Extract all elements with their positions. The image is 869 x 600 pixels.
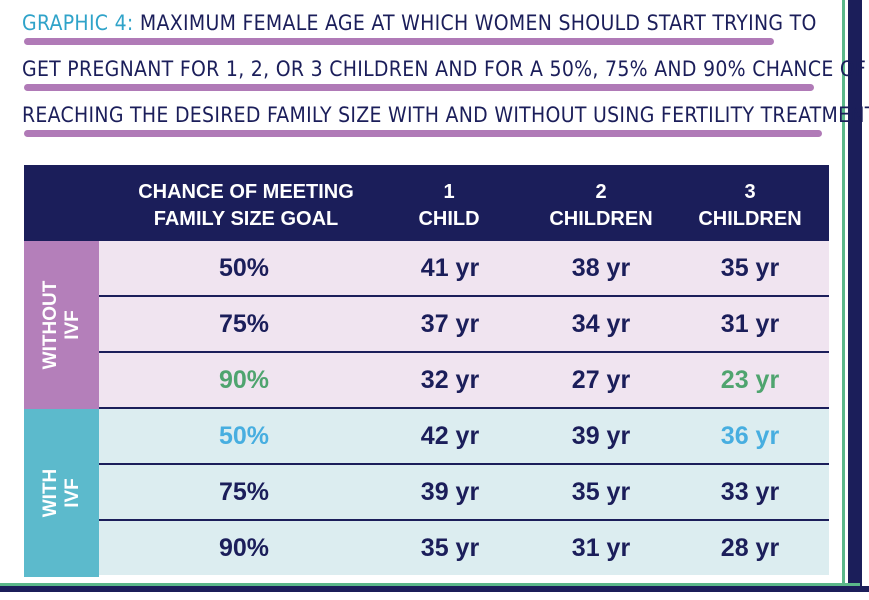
cell-age-3-children: 28 yr (720, 534, 780, 562)
column-header-line: CHILDREN (698, 208, 802, 230)
group-label-line: IVF (61, 478, 83, 508)
table-row: 50% 41 yr 38 yr 35 yr (99, 241, 829, 297)
group-label-text: WITH IVF (40, 469, 84, 518)
group-label-text: WITHOUT IVF (40, 281, 84, 370)
group-label-line: WITH (39, 468, 61, 518)
column-header-3-children: 3 CHILDREN (680, 179, 820, 233)
cell-age-2-children: 38 yr (571, 254, 631, 282)
title-underline (24, 130, 822, 137)
table-row: 50% 42 yr 39 yr 36 yr (99, 409, 829, 465)
cell-age-3-children: 23 yr (720, 366, 780, 394)
frame-edge (862, 0, 869, 600)
group-label: WITH IVF (24, 409, 99, 577)
cell-age-2-children: 39 yr (571, 422, 631, 450)
table-row: 75% 37 yr 34 yr 31 yr (99, 297, 829, 353)
cell-age-1-children: 39 yr (420, 478, 480, 506)
cell-age-3-children: 36 yr (720, 422, 780, 450)
cell-chance: 90% (218, 534, 270, 562)
column-header-line: 2 (595, 181, 607, 203)
cell-age-1-children: 32 yr (420, 366, 480, 394)
group-with-ivf: WITH IVF 50% 42 yr 39 yr 36 yr 75% 39 yr 35 yr 33… (24, 409, 829, 577)
table-row: 90% 32 yr 27 yr 23 yr (99, 353, 829, 409)
group-without-ivf: WITHOUT IVF 50% 41 yr 38 yr 35 yr 75% 37 yr 34 y… (24, 241, 829, 409)
group-label-line: IVF (61, 310, 83, 340)
cell-age-2-children: 27 yr (571, 366, 631, 394)
cell-chance: 75% (218, 310, 270, 338)
title-line-1: Graphic 4: Maximum female age at which w… (22, 4, 832, 50)
cell-age-2-children: 31 yr (571, 534, 631, 562)
cell-age-3-children: 33 yr (720, 478, 780, 506)
frame-edge-bottom (0, 592, 869, 600)
column-header-1-child: 1 CHILD (389, 179, 509, 233)
cell-age-1-children: 37 yr (420, 310, 480, 338)
title-underline (24, 38, 774, 45)
fertility-age-table: CHANCE OF MEETING FAMILY SIZE GOAL 1 CHI… (24, 165, 829, 577)
column-header-line: FAMILY SIZE GOAL (153, 208, 339, 230)
title-line-3: reaching the desired family size with an… (22, 96, 869, 142)
table-header: CHANCE OF MEETING FAMILY SIZE GOAL 1 CHI… (24, 165, 829, 241)
cell-age-3-children: 35 yr (720, 254, 780, 282)
frame-border-right (848, 0, 862, 600)
column-header-line: 3 (744, 181, 756, 203)
cell-chance: 75% (218, 478, 270, 506)
cell-age-1-children: 35 yr (420, 534, 480, 562)
cell-chance: 50% (218, 422, 270, 450)
title-text: reaching the desired family size with an… (22, 103, 869, 127)
table-body: WITHOUT IVF 50% 41 yr 38 yr 35 yr 75% 37 yr 34 y… (24, 241, 829, 577)
cell-age-3-children: 31 yr (720, 310, 780, 338)
title-line-2: get pregnant for 1, 2, or 3 children and… (22, 50, 866, 96)
title-text: Maximum female age at which women should… (139, 11, 817, 35)
cell-age-1-children: 42 yr (420, 422, 480, 450)
title-underline (24, 84, 814, 91)
column-header-line: CHANCE OF MEETING (138, 181, 354, 203)
column-header-chance: CHANCE OF MEETING FAMILY SIZE GOAL (99, 179, 393, 233)
column-header-2-children: 2 CHILDREN (531, 179, 671, 233)
cell-chance: 50% (218, 254, 270, 282)
group-label: WITHOUT IVF (24, 241, 99, 409)
graphic-title: Graphic 4: Maximum female age at which w… (22, 4, 869, 142)
table-row: 90% 35 yr 31 yr 28 yr (99, 521, 829, 575)
cell-age-2-children: 34 yr (571, 310, 631, 338)
column-header-line: CHILD (418, 208, 480, 230)
group-label-line: WITHOUT (39, 280, 61, 370)
frame-border-green-bottom (0, 583, 860, 586)
cell-age-2-children: 35 yr (571, 478, 631, 506)
column-header-line: 1 (443, 181, 455, 203)
table-row: 75% 39 yr 35 yr 33 yr (99, 465, 829, 521)
frame-border-green (842, 0, 845, 600)
cell-chance: 90% (218, 366, 270, 394)
cell-age-1-children: 41 yr (420, 254, 480, 282)
title-prefix: Graphic 4: (22, 11, 134, 35)
title-text: get pregnant for 1, 2, or 3 children and… (22, 57, 867, 81)
column-header-line: CHILDREN (549, 208, 653, 230)
